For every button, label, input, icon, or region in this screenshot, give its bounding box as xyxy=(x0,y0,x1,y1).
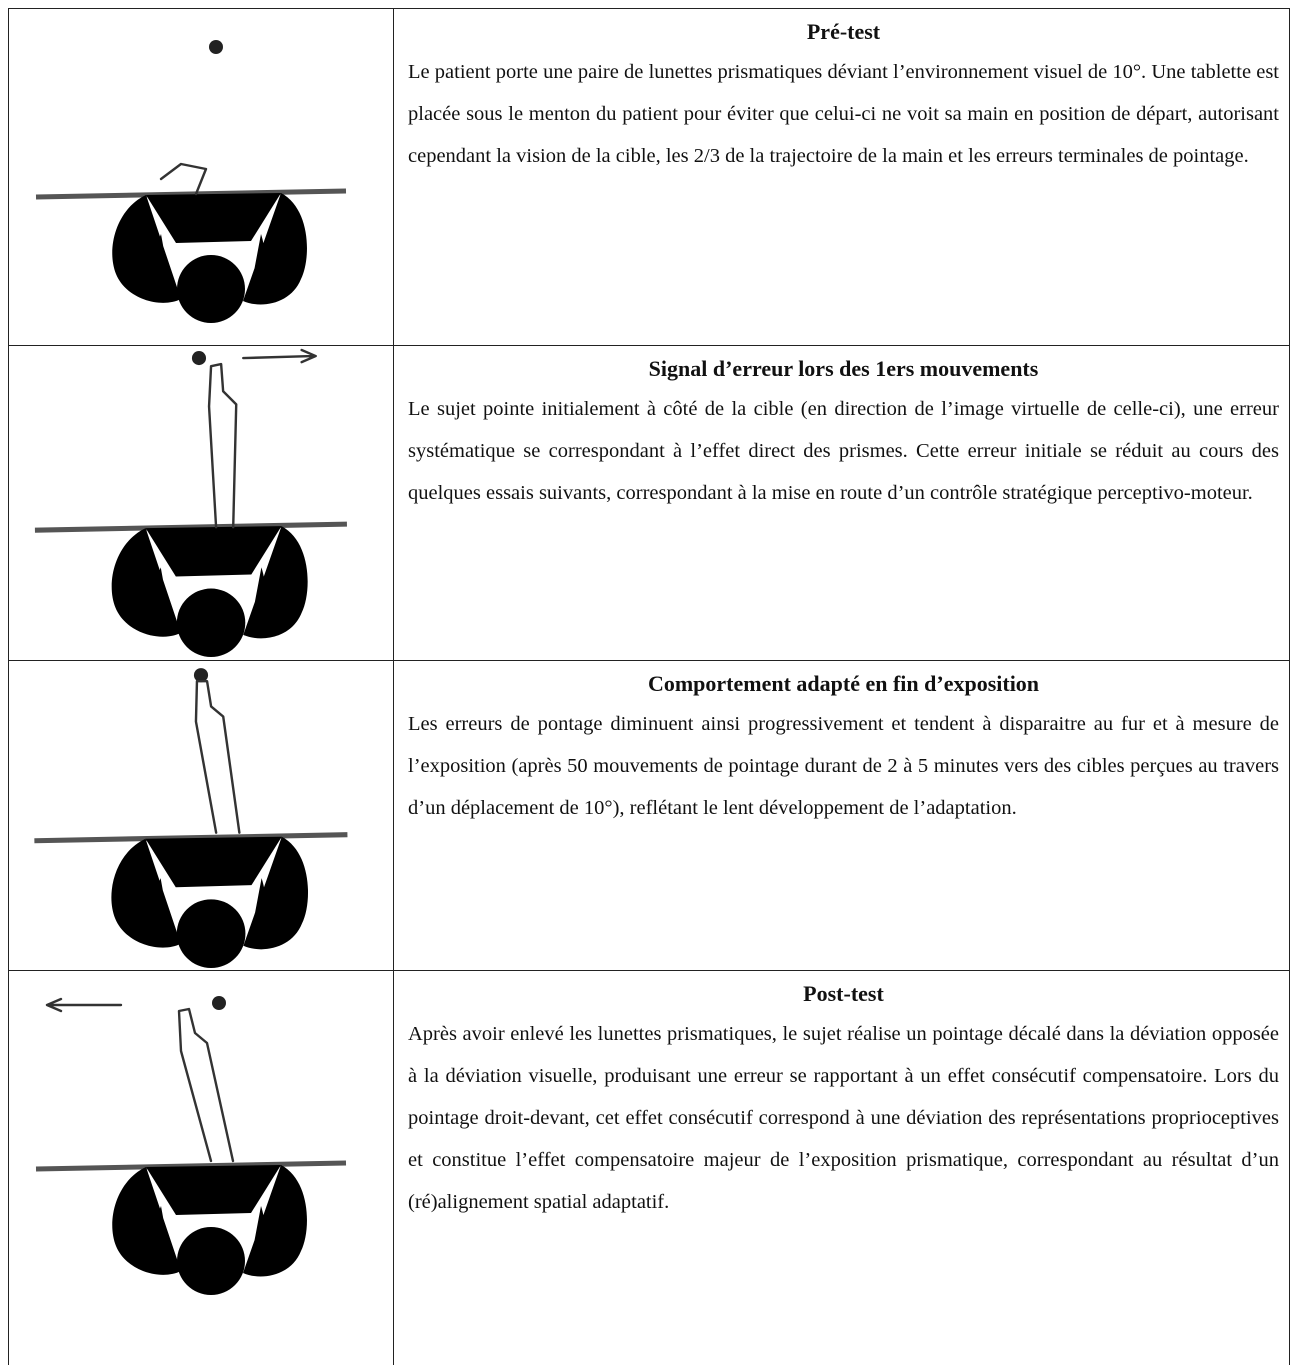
target xyxy=(193,668,209,683)
row-title: Signal d’erreur lors des 1ers mouvements xyxy=(648,356,1039,381)
target xyxy=(191,351,207,366)
sketch-stroke xyxy=(36,1163,346,1295)
text-cell: Comportement adapté en fin d’exposition … xyxy=(393,660,1290,971)
row: Signal d’erreur lors des 1ers mouvements… xyxy=(8,345,1290,661)
row-title: Post-test xyxy=(803,981,884,1006)
illustration xyxy=(9,668,393,969)
arm xyxy=(177,1007,235,1163)
row-text: Le patient porte une paire de lunettes p… xyxy=(408,61,1279,167)
sketch-stroke xyxy=(34,835,347,968)
arrow xyxy=(242,348,317,364)
illustration-cell xyxy=(8,970,394,1365)
sketch-stroke xyxy=(36,1163,346,1295)
row: Comportement adapté en fin d’exposition … xyxy=(8,660,1290,971)
row: Post-test Après avoir enlevé les lunette… xyxy=(8,970,1290,1365)
sketch-stroke xyxy=(35,524,347,657)
arm xyxy=(194,679,241,834)
procedure-table: Pré-test Le patient porte une paire de l… xyxy=(8,8,1290,1365)
text-cell: Signal d’erreur lors des 1ers mouvements… xyxy=(393,345,1290,661)
target xyxy=(212,996,226,1010)
arm xyxy=(207,362,238,529)
illustration-cell xyxy=(8,660,394,971)
row-title: Pré-test xyxy=(806,19,881,44)
sketch-stroke xyxy=(34,835,347,968)
row-title: Comportement adapté en fin d’exposition xyxy=(647,671,1040,696)
text-cell: Post-test Après avoir enlevé les lunette… xyxy=(393,970,1290,1365)
illustration xyxy=(9,996,393,1301)
row-text: Les erreurs de pontage diminuent ainsi p… xyxy=(408,713,1279,819)
illustration xyxy=(9,40,393,339)
row: Pré-test Le patient porte une paire de l… xyxy=(8,8,1290,346)
illustration xyxy=(9,348,393,658)
sketch-stroke xyxy=(35,524,347,657)
row-text: Après avoir enlevé les lunettes prismati… xyxy=(408,1023,1279,1213)
target xyxy=(209,40,223,54)
illustration-cell xyxy=(8,8,394,346)
text-cell: Pré-test Le patient porte une paire de l… xyxy=(393,8,1290,346)
arrow xyxy=(45,997,123,1013)
hand xyxy=(159,162,208,196)
illustration-cell xyxy=(8,345,394,661)
row-text: Le sujet pointe initialement à côté de l… xyxy=(408,398,1279,504)
sketch-stroke xyxy=(36,191,346,323)
